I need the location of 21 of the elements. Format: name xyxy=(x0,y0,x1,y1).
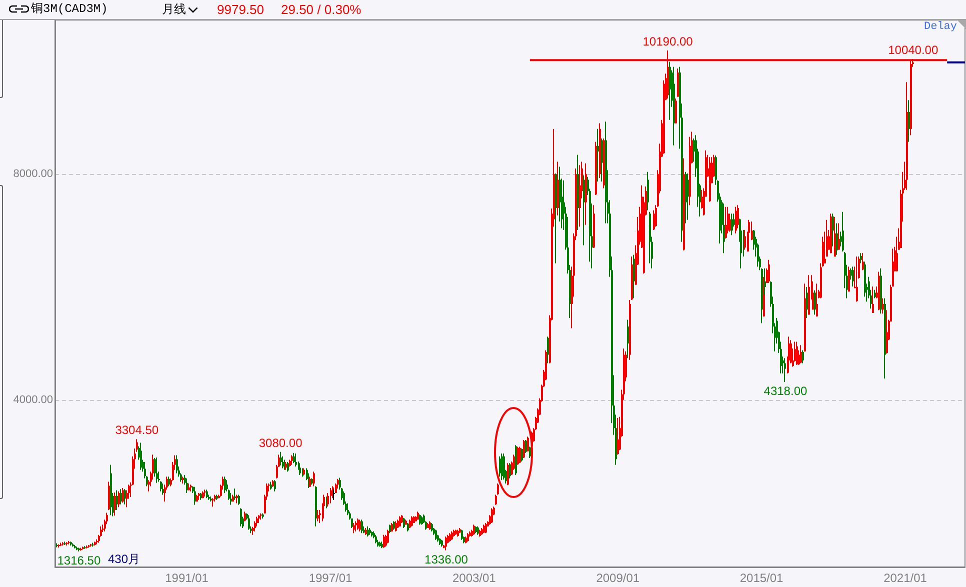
chart-subtitle: 月线 xyxy=(162,2,186,17)
text: 9979.50 xyxy=(217,2,264,17)
y-tick-label: 8000.00 xyxy=(13,168,53,180)
annotation: 1316.50 xyxy=(57,553,101,568)
x-tick-label: 2015/01 xyxy=(740,571,784,585)
text: 29.50 / 0.30% xyxy=(281,2,362,17)
annotation: 3304.50 xyxy=(115,423,159,438)
x-tick-label: 2009/01 xyxy=(596,571,640,585)
annotation: 4318.00 xyxy=(764,384,808,398)
annotation: 10040.00 xyxy=(888,42,938,57)
y-tick-label: 4000.00 xyxy=(13,394,53,406)
annotation: Delay xyxy=(924,21,958,34)
x-tick-label: 1991/01 xyxy=(165,571,209,585)
annotation: 430月 xyxy=(108,552,140,566)
x-tick-label: 2021/01 xyxy=(884,571,928,585)
x-tick-label: 1997/01 xyxy=(308,571,353,585)
annotation: 10190.00 xyxy=(642,34,694,48)
annotation: 3080.00 xyxy=(258,436,303,450)
annotation: 1336.00 xyxy=(424,552,468,566)
x-tick-label: 2003/01 xyxy=(452,571,496,585)
chart-title: 铜3M(CAD3M) xyxy=(31,2,108,17)
